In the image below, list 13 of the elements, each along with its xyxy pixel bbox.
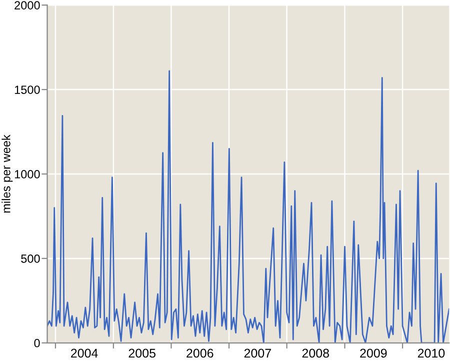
y-tick-label: 500 xyxy=(21,254,40,263)
y-tick-label: 1500 xyxy=(14,86,40,94)
x-tick-label: 2007 xyxy=(244,348,271,358)
y-tick-label: 1000 xyxy=(14,170,40,178)
x-tick-label: 2006 xyxy=(186,348,214,358)
y-tick-label: 2000 xyxy=(14,1,40,10)
x-tick-label: 2009 xyxy=(360,348,387,358)
y-axis-title: miles per week xyxy=(2,134,13,213)
x-tick-label: 2010 xyxy=(418,348,445,358)
y-tick-label: 0 xyxy=(34,338,40,348)
x-tick-label: 2008 xyxy=(302,348,329,358)
x-tick-label: 2004 xyxy=(71,348,98,358)
x-tick-label: 2005 xyxy=(128,348,156,358)
